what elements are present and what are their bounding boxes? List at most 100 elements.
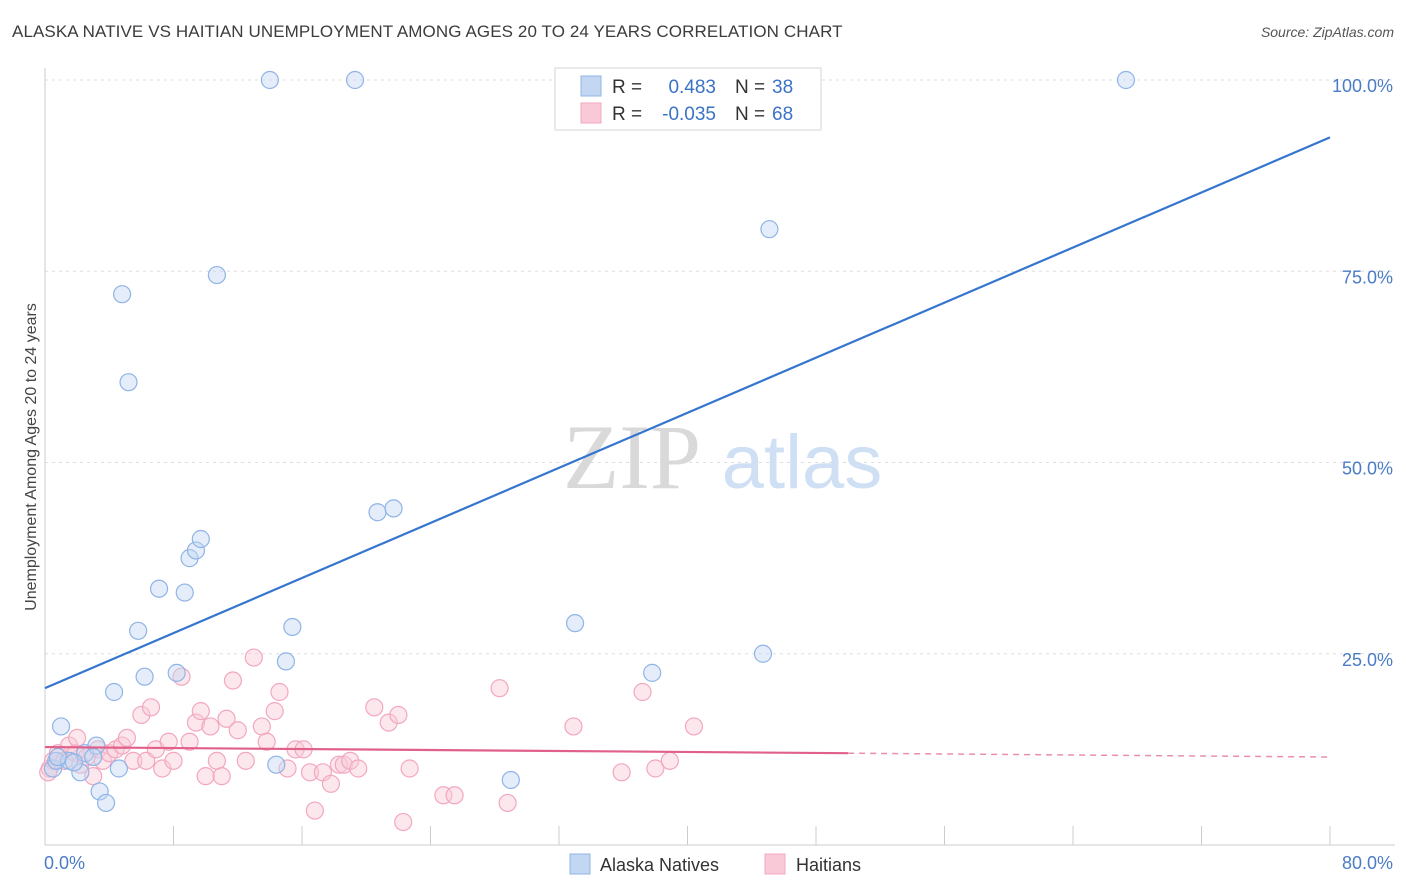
data-point xyxy=(112,285,132,304)
data-point xyxy=(445,786,464,805)
y-tick-label: 100.0% xyxy=(1332,76,1393,96)
data-point xyxy=(228,721,247,740)
data-point xyxy=(646,759,665,778)
series-legend: Alaska Natives Haitians xyxy=(569,853,861,875)
data-point xyxy=(265,702,284,721)
data-point xyxy=(300,763,320,782)
data-point xyxy=(84,747,103,767)
data-point xyxy=(164,751,183,770)
data-point xyxy=(498,793,517,813)
data-point xyxy=(283,617,302,637)
legend-n-value-haitians: 68 xyxy=(772,104,793,125)
data-point xyxy=(660,751,679,770)
data-point xyxy=(612,763,631,782)
x-tick-label-max: 80.0% xyxy=(1342,853,1393,873)
legend-n-label-alaska: N = xyxy=(735,77,765,98)
data-point xyxy=(196,767,215,786)
data-point xyxy=(180,732,199,751)
data-point xyxy=(48,747,67,767)
data-point xyxy=(329,755,349,774)
data-point xyxy=(276,652,296,671)
data-point xyxy=(51,717,71,736)
data-point xyxy=(236,751,255,770)
data-point xyxy=(394,812,413,832)
data-point xyxy=(135,667,154,686)
data-point xyxy=(71,763,90,782)
data-point xyxy=(278,759,297,778)
data-point xyxy=(305,801,324,820)
data-point xyxy=(267,755,286,774)
y-tick-label: 50.0% xyxy=(1342,459,1393,479)
data-point xyxy=(109,759,128,778)
data-point xyxy=(68,728,87,748)
data-point xyxy=(129,621,148,640)
data-point xyxy=(345,70,365,90)
y-tick-label: 25.0% xyxy=(1342,650,1393,670)
data-point xyxy=(201,717,220,736)
trend-line-alaska-natives xyxy=(44,136,1331,690)
data-point xyxy=(260,70,279,90)
data-point xyxy=(684,717,704,736)
legend-swatch-alaska xyxy=(580,75,602,97)
trend-line-haitians-extension xyxy=(848,752,1331,758)
data-point xyxy=(96,793,116,813)
data-point xyxy=(191,529,210,549)
data-point xyxy=(87,736,106,755)
data-point xyxy=(490,679,509,698)
legend-r-label-haitians: R = xyxy=(612,104,642,125)
legend-r-label-alaska: R = xyxy=(612,77,642,98)
axes xyxy=(44,68,1395,846)
data-point xyxy=(124,751,143,770)
data-point xyxy=(159,732,178,751)
data-point xyxy=(212,767,231,786)
data-point xyxy=(186,541,206,560)
data-point xyxy=(368,503,387,522)
data-point xyxy=(564,717,583,736)
data-point xyxy=(141,698,161,717)
data-point xyxy=(379,713,398,732)
data-point xyxy=(64,753,84,772)
data-point xyxy=(753,644,773,663)
data-point xyxy=(117,728,137,748)
data-point xyxy=(365,698,384,717)
data-point xyxy=(321,774,341,793)
data-point xyxy=(400,759,419,778)
data-point xyxy=(217,709,236,728)
grid-lines xyxy=(45,79,1395,655)
data-point xyxy=(257,732,276,751)
data-point xyxy=(244,648,263,667)
data-point xyxy=(132,705,151,725)
data-point xyxy=(207,751,226,770)
data-point xyxy=(565,614,585,633)
legend-r-value-haitians: -0.035 xyxy=(662,104,716,125)
data-point xyxy=(149,579,169,598)
data-point xyxy=(191,702,210,721)
y-tick-labels: 25.0% 50.0% 75.0% 100.0% xyxy=(1332,76,1393,670)
data-point xyxy=(90,782,109,801)
data-point xyxy=(175,583,194,602)
data-point xyxy=(104,682,124,702)
data-point xyxy=(349,759,368,778)
data-point xyxy=(384,499,403,518)
trend-lines xyxy=(44,136,1331,758)
data-point xyxy=(207,265,226,285)
bottom-legend-swatch-haitians xyxy=(764,853,786,875)
data-point xyxy=(252,717,271,736)
stats-legend: R = 0.483 N = 38 R = -0.035 N = 68 xyxy=(554,67,822,131)
chart-title: ALASKA NATIVE VS HAITIAN UNEMPLOYMENT AM… xyxy=(12,22,843,41)
data-point xyxy=(643,663,662,682)
data-point xyxy=(186,713,206,732)
y-tick-label: 75.0% xyxy=(1342,267,1393,287)
data-point xyxy=(167,663,186,682)
data-point xyxy=(760,220,779,239)
series-alaska-natives-points xyxy=(43,70,1136,813)
bottom-legend-label-haitians: Haitians xyxy=(796,855,861,875)
data-point xyxy=(270,682,289,702)
legend-swatch-haitians xyxy=(580,102,602,124)
y-axis-label: Unemployment Among Ages 20 to 24 years xyxy=(23,303,40,611)
data-point xyxy=(633,682,652,702)
bottom-legend-label-alaska: Alaska Natives xyxy=(600,855,719,875)
data-point xyxy=(1116,70,1136,90)
trend-line-haitians xyxy=(44,745,849,755)
